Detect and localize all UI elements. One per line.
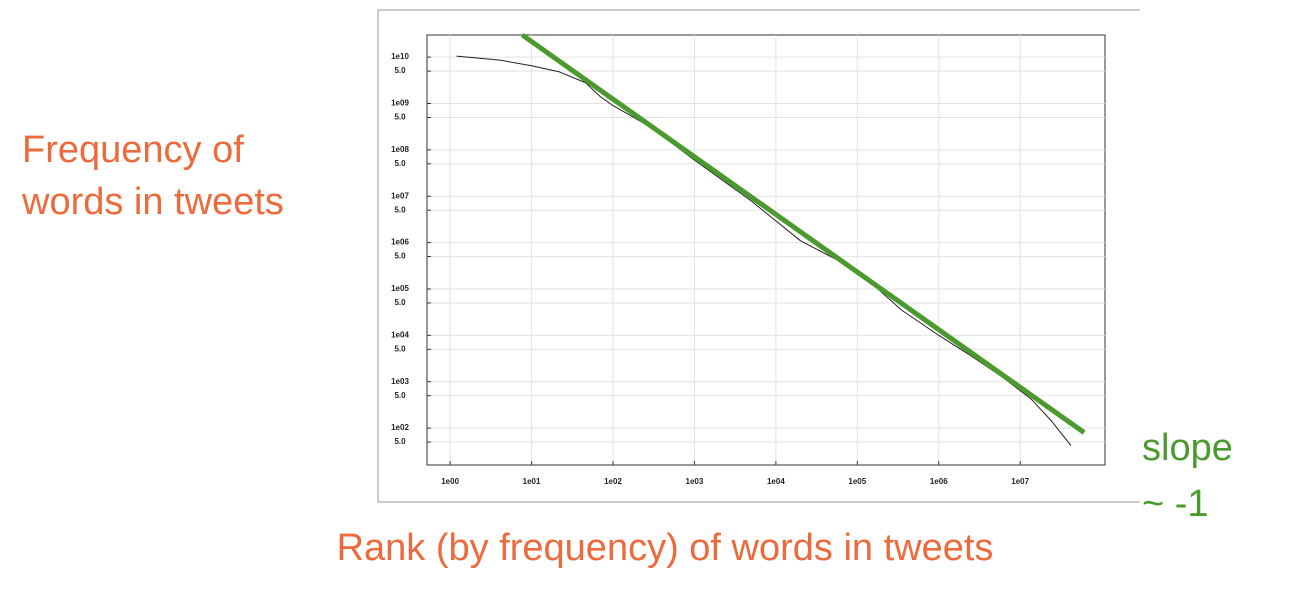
y-tick-label: 1e03 [391,377,409,386]
y-tick-label: 5.0 [394,113,406,122]
x-axis-label: Rank (by frequency) of words in tweets [336,527,994,569]
y-tick-label: 1e07 [391,191,409,200]
x-tick-label: 1e03 [686,477,704,486]
y-tick-label: 5.0 [394,205,406,214]
y-tick-label: 5.0 [394,252,406,261]
x-tick-label: 1e02 [604,477,622,486]
y-tick-label: 1e05 [391,284,409,293]
y-tick-label: 1e08 [391,145,409,154]
y-axis-label: Frequency of words in tweets [22,129,284,223]
y-tick-label: 5.0 [394,159,406,168]
y-tick-label: 1e06 [391,238,409,247]
y-tick-label: 5.0 [394,66,406,75]
slope-annotation: slope ~ -1 [1142,427,1233,525]
x-tick-label: 1e00 [441,477,459,486]
x-tick-label: 1e07 [1011,477,1029,486]
x-tick-label: 1e04 [767,477,785,486]
y-tick-label: 5.0 [394,344,406,353]
y-tick-label: 5.0 [394,437,406,446]
x-tick-label: 1e05 [848,477,866,486]
line [520,32,1086,435]
plot-area [426,34,1106,466]
x-tick-label: 1e06 [930,477,948,486]
x-tick-label: 1e01 [523,477,541,486]
line [456,55,1072,446]
y-tick-label: 5.0 [394,298,406,307]
y-tick-label: 1e09 [391,99,409,108]
frame [377,9,1140,503]
y-tick-label: 1e10 [391,52,409,61]
y-tick-label: 1e04 [391,330,409,339]
y-tick-label: 5.0 [394,391,406,400]
y-tick-label: 1e02 [391,423,409,432]
